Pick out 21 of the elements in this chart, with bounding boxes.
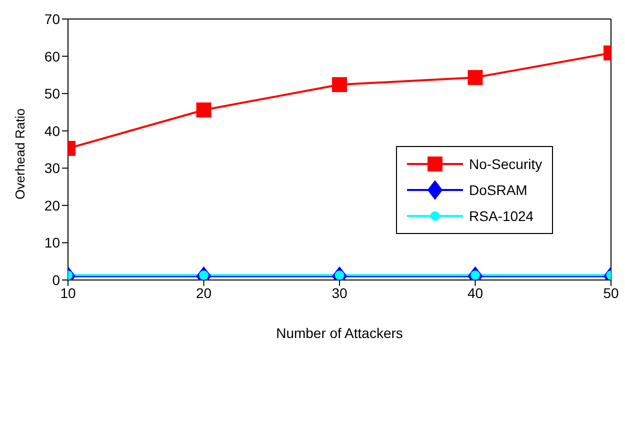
x-tick-label: 20 <box>196 284 212 301</box>
point <box>332 77 347 92</box>
y-axis-title: Overhead Ratio <box>12 108 28 200</box>
y-tick-label: 10 <box>44 234 60 251</box>
point <box>468 70 483 86</box>
legend-label: RSA-1024 <box>469 208 534 224</box>
legend-label: DoSRAM <box>469 182 528 198</box>
y-tick-label: 0 <box>52 272 60 288</box>
x-tick-label: 50 <box>603 284 619 301</box>
x-tick-label: 10 <box>60 284 76 301</box>
y-tick-label: 60 <box>44 48 60 64</box>
x-axis-title: Number of Attackers <box>276 325 403 341</box>
legend-label: No-Security <box>469 156 542 172</box>
x-tick-label: 30 <box>332 284 348 301</box>
y-tick-label: 30 <box>44 160 60 176</box>
y-tick-label: 50 <box>44 86 60 102</box>
y-tick-label: 20 <box>44 197 60 214</box>
x-tick-label: 40 <box>467 284 484 301</box>
y-tick-label: 40 <box>44 122 60 139</box>
point <box>196 102 212 118</box>
y-tick-label: 70 <box>44 10 60 27</box>
